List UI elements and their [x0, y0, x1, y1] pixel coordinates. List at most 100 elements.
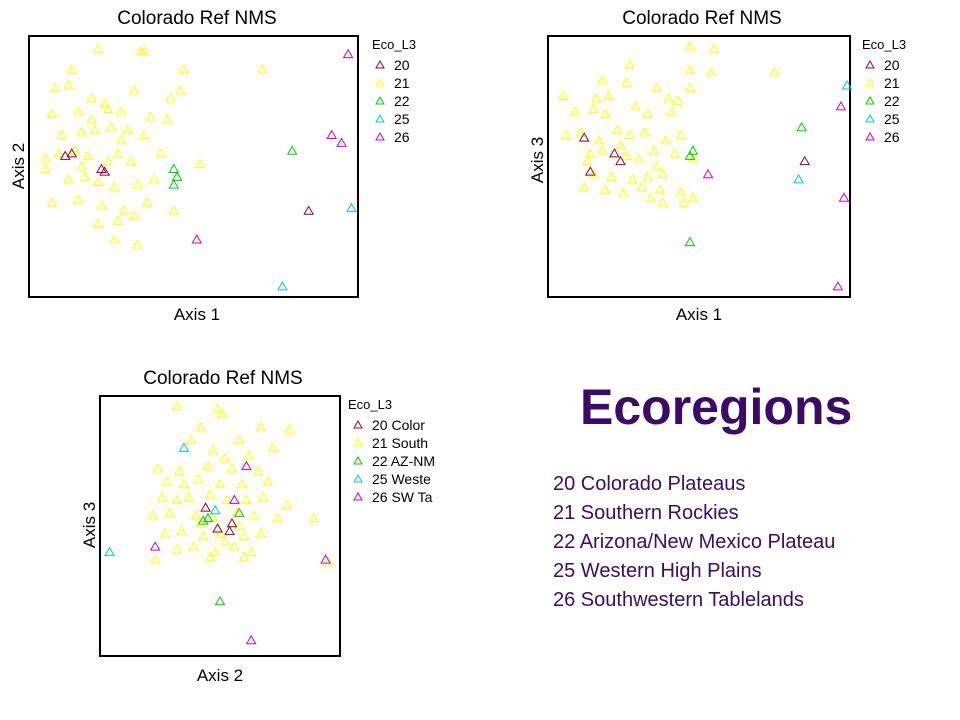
data-point-eco-21	[241, 494, 252, 504]
legend: Eco_L3 20 21 22 25 26	[372, 37, 416, 145]
data-point-eco-26	[326, 129, 338, 140]
data-point-eco-21	[593, 134, 605, 145]
data-point-eco-21	[66, 64, 78, 74]
data-point-eco-21	[102, 103, 114, 113]
data-point-eco-25	[209, 504, 221, 515]
scatter-panel-axis2-axis3: Colorado Ref NMS Axis 2 Axis 3 Eco_L3 20…	[80, 368, 435, 685]
data-point-eco-20	[212, 523, 223, 533]
ecoregions-heading: Ecoregions	[580, 379, 852, 435]
data-point-eco-21	[122, 124, 134, 134]
data-point-eco-21	[69, 145, 81, 155]
data-point-eco-21	[238, 551, 250, 562]
data-point-eco-21	[657, 168, 669, 179]
data-point-eco-21	[281, 499, 293, 510]
data-point-eco-21	[657, 197, 669, 207]
x-axis-label: Axis 2	[197, 666, 243, 685]
data-point-eco-21	[207, 445, 219, 455]
data-point-eco-22	[286, 145, 298, 155]
chart-title: Colorado Ref NMS	[622, 8, 781, 29]
data-point-eco-21	[618, 187, 629, 197]
data-point-eco-21	[587, 168, 599, 179]
legend: Eco_L3 20 21 22 25 26	[862, 37, 906, 145]
legend-label-22: 22	[394, 93, 410, 109]
data-point-eco-21	[627, 174, 638, 184]
data-point-eco-21	[669, 147, 681, 158]
legend-marker-25	[353, 473, 363, 483]
legend-label-21: 21 South	[372, 435, 428, 451]
data-point-eco-21	[560, 129, 572, 140]
legend-marker-20	[353, 419, 363, 429]
data-point-eco-21	[207, 512, 219, 523]
data-point-eco-21	[138, 129, 150, 140]
data-point-eco-21	[115, 106, 127, 116]
data-point-eco-21	[233, 520, 245, 530]
legend-marker-21	[865, 77, 875, 87]
data-point-eco-21	[645, 192, 657, 202]
data-point-eco-21	[654, 184, 666, 194]
plot-frame	[99, 395, 341, 657]
data-point-eco-21	[178, 478, 190, 489]
legend-marker-26	[375, 131, 385, 141]
data-point-eco-20	[303, 205, 315, 215]
data-point-eco-21	[596, 145, 608, 155]
legend-marker-25	[375, 113, 385, 123]
data-point-eco-21	[86, 114, 97, 124]
ecoregion-key-item: 26 Southwestern Tablelands	[553, 589, 804, 611]
data-point-eco-26	[832, 281, 844, 291]
legend-marker-21	[375, 77, 385, 87]
data-point-eco-26	[835, 100, 847, 111]
data-point-eco-26	[838, 192, 850, 202]
data-point-eco-21	[642, 171, 654, 181]
data-point-eco-21	[708, 43, 720, 53]
data-point-eco-21	[769, 67, 780, 77]
plot-frame	[28, 35, 359, 298]
data-point-eco-21	[147, 510, 159, 520]
data-point-eco-21	[255, 421, 267, 432]
data-point-eco-22	[214, 595, 226, 606]
data-point-eco-21	[245, 546, 257, 556]
data-point-eco-22	[202, 512, 214, 523]
data-point-eco-21	[188, 541, 199, 551]
data-point-eco-21	[99, 98, 111, 108]
data-point-eco-21	[173, 465, 185, 476]
data-point-eco-21	[581, 155, 593, 166]
data-point-eco-21	[53, 147, 64, 158]
data-point-eco-22	[233, 507, 245, 517]
data-point-eco-25	[346, 202, 357, 213]
data-point-eco-20	[99, 166, 111, 176]
legend-label-26: 26 SW Ta	[372, 489, 433, 505]
data-point-eco-21	[197, 530, 209, 541]
data-point-eco-21	[229, 541, 240, 551]
data-point-eco-20	[584, 166, 596, 176]
data-point-eco-26	[336, 137, 347, 147]
legend-marker-22	[375, 95, 385, 105]
data-point-eco-21	[663, 93, 675, 103]
data-point-eco-20	[609, 147, 620, 158]
data-point-eco-21	[624, 59, 635, 69]
data-point-eco-21	[128, 85, 140, 95]
legend-label-25: 25	[884, 111, 900, 127]
data-point-eco-21	[171, 400, 183, 411]
data-point-eco-26	[229, 494, 240, 504]
data-point-eco-21	[636, 181, 647, 192]
data-point-eco-21	[86, 93, 97, 103]
chart-title: Colorado Ref NMS	[117, 8, 276, 29]
data-point-eco-21	[621, 77, 632, 87]
legend-label-20: 20 Color	[372, 417, 425, 433]
data-point-eco-21	[248, 510, 259, 520]
data-point-eco-21	[308, 512, 319, 523]
data-point-eco-21	[148, 174, 160, 184]
y-axis-label: Axis 3	[80, 502, 99, 548]
data-point-eco-21	[633, 153, 644, 163]
data-point-eco-25	[276, 281, 288, 291]
legend-title: Eco_L3	[862, 37, 906, 52]
data-point-eco-26	[320, 554, 331, 564]
data-point-eco-21	[575, 127, 587, 137]
legend-marker-25	[865, 113, 875, 123]
data-point-eco-21	[72, 194, 84, 205]
data-point-eco-21	[262, 476, 274, 486]
data-point-eco-21	[40, 163, 51, 173]
data-point-eco-21	[587, 103, 599, 113]
legend-label-22: 22	[884, 93, 900, 109]
